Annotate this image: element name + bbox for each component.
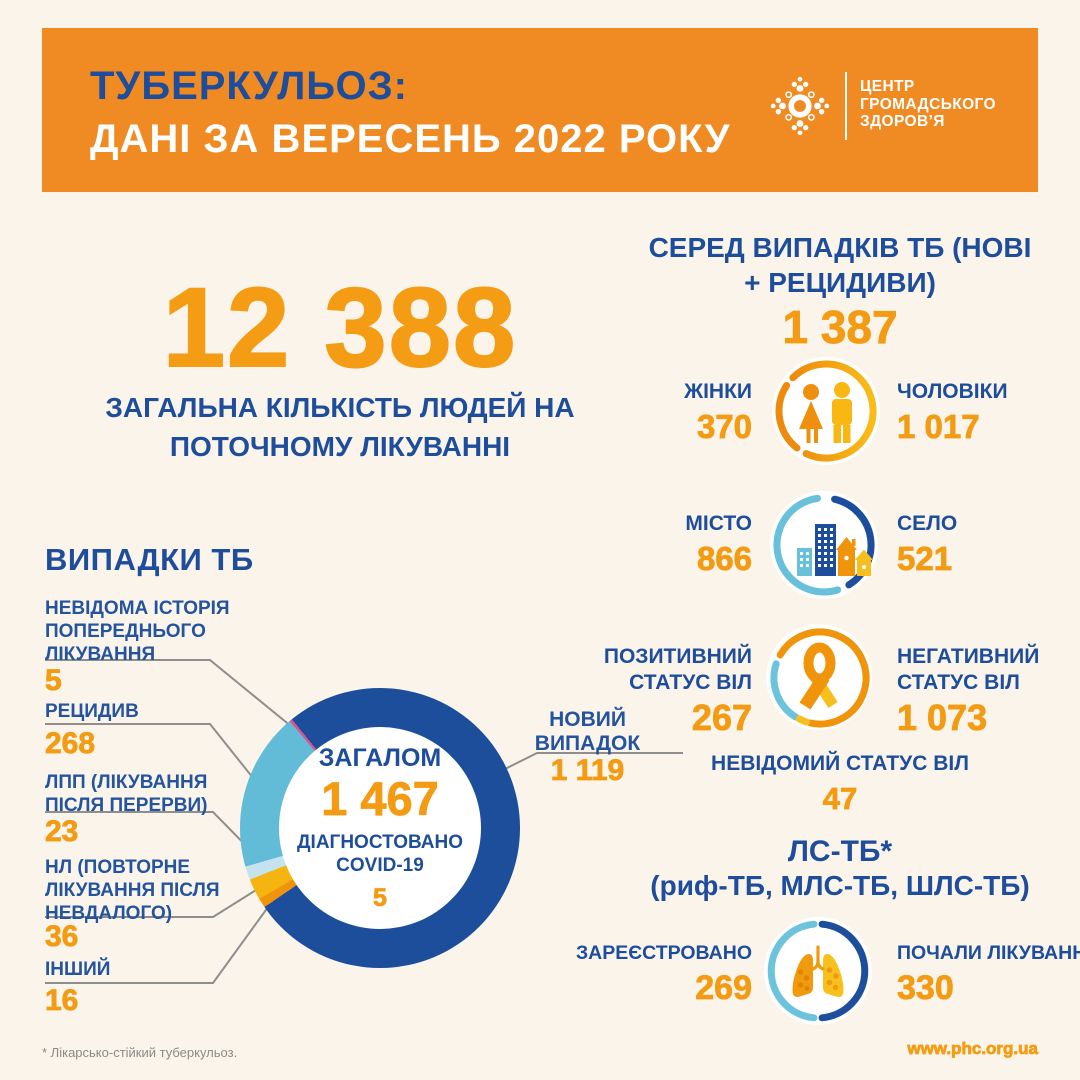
woman-man-icon [772, 357, 880, 465]
stat-drtb-registered-label: ЗАРЕЄСТРОВАНО [575, 942, 752, 964]
stat-urban-label: МІСТО [685, 512, 752, 535]
header-banner: ТУБЕРКУЛЬОЗ: ДАНІ ЗА ВЕРЕСЕНЬ 2022 РОКУ … [42, 28, 1038, 192]
stat-hiv-unknown-label: НЕВІДОМИЙ СТАТУС ВІЛ [711, 752, 969, 775]
donut-center-note: ДІАГНОСТОВАНО COVID-19 [297, 831, 463, 876]
stat-hiv-negative-label: НЕГАТИВНИЙ СТАТУС ВІЛ [897, 645, 1040, 694]
phc-dots-logo-icon [770, 76, 830, 136]
stat-drtb-registered-value: 269 [695, 969, 753, 1008]
drtb-title-line1: ЛС-ТБ* [787, 835, 893, 868]
callout-new-case-value: 1 119 [550, 754, 625, 788]
donut-center-label: ЗАГАЛОМ [318, 743, 442, 772]
callout-relapse-label: РЕЦИДИВ [45, 701, 139, 722]
callout-unknown-history-label: НЕВІДОМА ІСТОРІЯ ПОПЕРЕДНЬОГО ЛІКУВАННЯ [45, 598, 230, 665]
stat-women-label: ЖІНКИ [684, 380, 752, 403]
stat-hiv-positive: ПОЗИТИВНИЙ СТАТУС ВІЛ 267 [550, 644, 753, 738]
callout-other-label: ІНШИЙ [45, 959, 111, 980]
page-title: ТУБЕРКУЛЬОЗ: ДАНІ ЗА ВЕРЕСЕНЬ 2022 РОКУ [90, 60, 730, 166]
callout-nl-label: НЛ (ПОВТОРНЕ ЛІКУВАННЯ ПІСЛЯ НЕВДАЛОГО) [45, 857, 220, 924]
callout-unknown-history-value: 5 [45, 664, 62, 698]
donut-center-total: 1 467 [321, 771, 439, 825]
stat-drtb-started-label: ПОЧАЛИ ЛІКУВАННЯ [897, 942, 1080, 964]
stat-rural: СЕЛО 521 [897, 511, 1080, 578]
stat-men-value: 1 017 [897, 408, 980, 446]
org-name-line2: ГРОМАДСЬКОГО [860, 95, 996, 113]
callout-lpp-value: 23 [45, 815, 79, 849]
org-name-line1: ЦЕНТР [860, 78, 915, 95]
callout-other-value: 16 [45, 984, 79, 1018]
callout-new-case-label: НОВИЙ ВИПАДОК [534, 708, 641, 755]
stat-hiv-unknown-value: 47 [822, 781, 858, 817]
city-buildings-icon [770, 491, 878, 599]
stat-drtb-started-value: 330 [897, 969, 955, 1008]
among-cases-title: СЕРЕД ВИПАДКІВ ТБ (НОВІ + РЕЦИДИВИ) [648, 232, 1032, 298]
cases-chart-title: ВИПАДКИ ТБ [45, 542, 254, 577]
donut-center-note-value: 5 [373, 883, 388, 912]
stat-hiv-negative: НЕГАТИВНИЙ СТАТУС ВІЛ 1 073 [897, 644, 1080, 737]
among-cases-total: 1 387 [782, 301, 898, 354]
org-name: ЦЕНТР ГРОМАДСЬКОГО ЗДОРОВ’Я [860, 78, 996, 131]
stat-hiv-unknown: НЕВІДОМИЙ СТАТУС ВІЛ 47 [640, 751, 1040, 818]
website-link[interactable]: www.phc.org.ua [907, 1039, 1038, 1059]
stat-men: ЧОЛОВІКИ 1 017 [897, 379, 1080, 446]
total-on-treatment-caption: ЗАГАЛЬНА КІЛЬКІСТЬ ЛЮДЕЙ НА ПОТОЧНОМУ ЛІ… [105, 392, 575, 462]
stat-men-label: ЧОЛОВІКИ [897, 380, 1008, 403]
callout-nl-value: 36 [45, 920, 79, 954]
drtb-title: ЛС-ТБ* (риф-ТБ, МЛС-ТБ, ШЛС-ТБ) [620, 835, 1060, 903]
stat-women-value: 370 [696, 408, 753, 446]
stat-hiv-negative-value: 1 073 [897, 697, 988, 738]
awareness-ribbon-icon [766, 624, 872, 730]
total-on-treatment-value: 12 388 [162, 265, 518, 390]
stat-urban-value: 866 [696, 540, 753, 578]
lungs-icon [764, 917, 872, 1025]
donut-center: ЗАГАЛОМ 1 467 ДІАГНОСТОВАНО COVID-19 5 [279, 727, 481, 929]
stat-rural-label: СЕЛО [897, 512, 958, 535]
page-title-line2: ДАНІ ЗА ВЕРЕСЕНЬ 2022 РОКУ [90, 117, 731, 161]
stat-rural-value: 521 [897, 540, 953, 578]
stat-hiv-positive-label: ПОЗИТИВНИЙ СТАТУС ВІЛ [603, 645, 752, 694]
stat-urban: МІСТО 866 [570, 511, 752, 578]
stat-drtb-registered: ЗАРЕЄСТРОВАНО 269 [545, 940, 752, 1007]
org-name-line3: ЗДОРОВ’Я [860, 113, 945, 130]
stat-hiv-positive-value: 267 [691, 697, 753, 738]
logo-separator [845, 72, 847, 140]
callout-relapse-value: 268 [45, 727, 96, 761]
drtb-title-line2: (риф-ТБ, МЛС-ТБ, ШЛС-ТБ) [650, 870, 1030, 901]
stat-women: ЖІНКИ 370 [570, 379, 752, 446]
page-title-line1: ТУБЕРКУЛЬОЗ: [90, 64, 408, 108]
stat-drtb-started: ПОЧАЛИ ЛІКУВАННЯ 330 [897, 940, 1080, 1007]
callout-lpp-label: ЛПП (ЛІКУВАННЯ ПІСЛЯ ПЕРЕРВИ) [45, 772, 208, 816]
footnote: * Лікарсько-стійкий туберкульоз. [42, 1045, 238, 1060]
